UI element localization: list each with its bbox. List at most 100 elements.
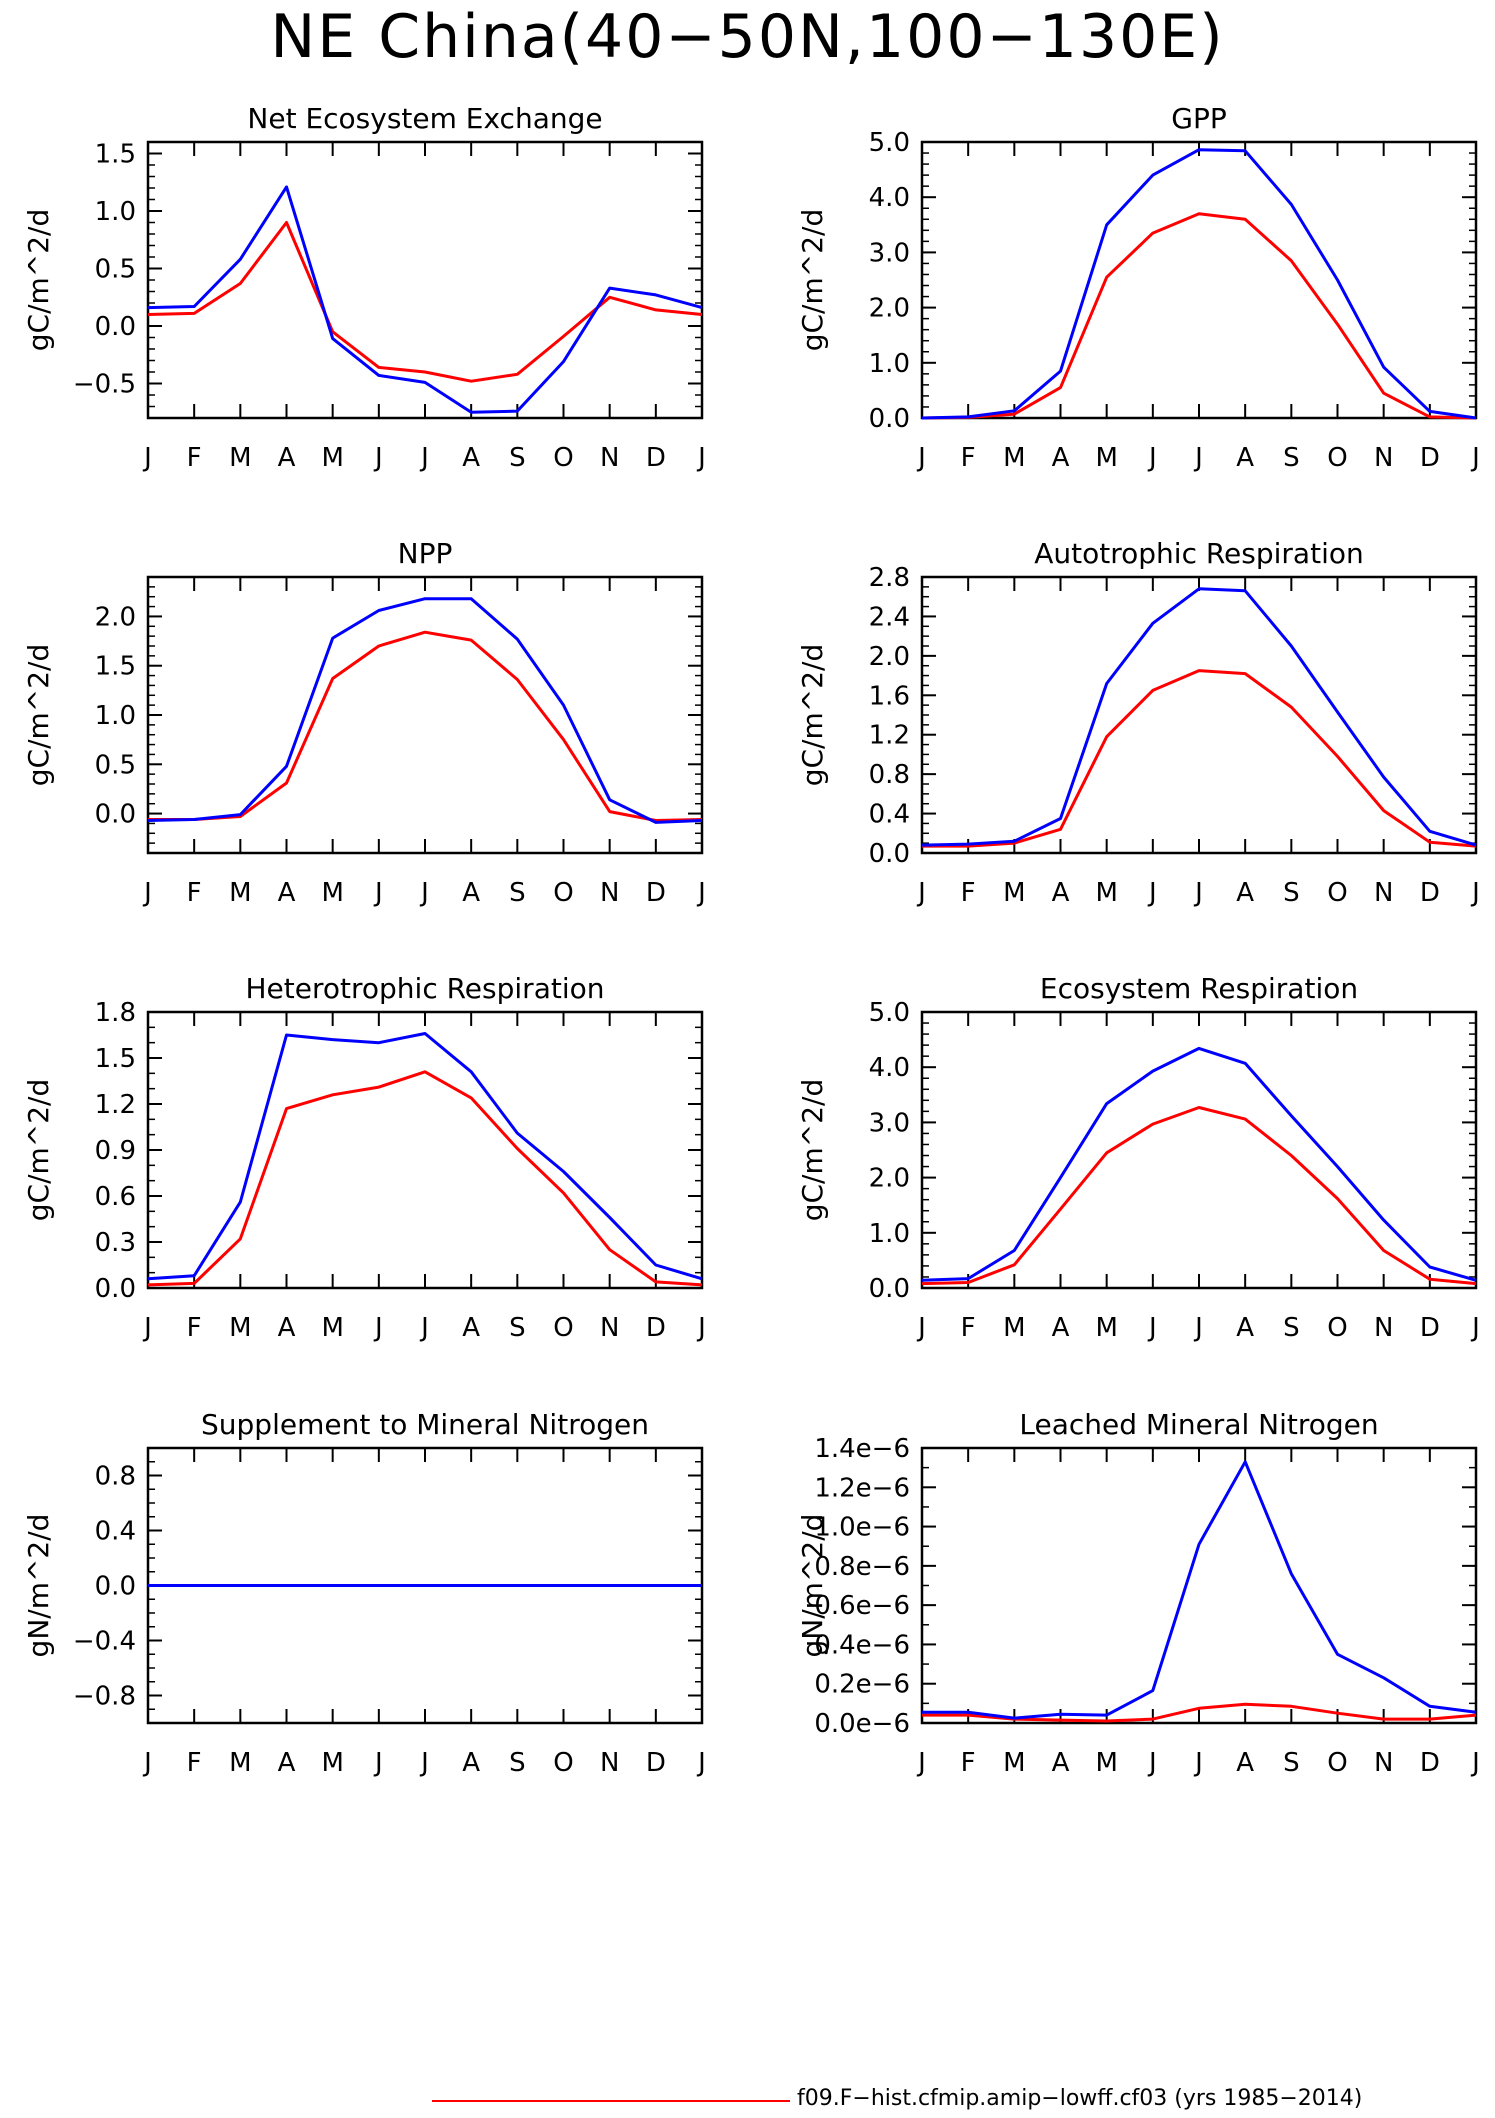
y-tick-label: 1.8 (95, 998, 136, 1028)
series-line-red (921, 1106, 1477, 1286)
x-tick-label: N (600, 443, 619, 473)
x-tick-label: J (419, 443, 429, 473)
y-tick-label: 4.0 (869, 1053, 910, 1083)
x-tick-label: N (600, 1748, 619, 1778)
x-tick-label: O (553, 878, 573, 908)
x-tick-label: S (1283, 1748, 1300, 1778)
x-tick-label: M (1095, 443, 1117, 473)
x-tick-label: J (1470, 878, 1480, 908)
x-tick-label: F (961, 1313, 976, 1343)
y-tick-label: 0.0 (869, 839, 910, 869)
y-tick-label: 1.0 (869, 1219, 910, 1249)
x-tick-label: A (1236, 1748, 1254, 1778)
x-tick-label: S (1283, 878, 1300, 908)
x-tick-label: D (646, 1313, 666, 1343)
x-tick-label: F (961, 1748, 976, 1778)
x-tick-label: M (321, 878, 343, 908)
x-tick-label: N (1374, 1748, 1393, 1778)
y-tick-label: 2.0 (95, 602, 136, 632)
y-tick-label: 0.3 (95, 1228, 136, 1258)
x-tick-label: J (1193, 443, 1203, 473)
panel-title: Net Ecosystem Exchange (247, 102, 602, 135)
x-tick-label: J (916, 878, 926, 908)
x-tick-label: J (1147, 443, 1157, 473)
x-tick-label: J (1147, 1748, 1157, 1778)
series-line-blue (147, 1032, 703, 1281)
x-tick-label: A (1052, 1748, 1070, 1778)
x-tick-label: O (1327, 1313, 1347, 1343)
series-line-blue (921, 148, 1477, 420)
y-axis-label: gN/m^2/d (796, 1514, 829, 1658)
legend-line-red (432, 2100, 790, 2102)
x-tick-label: O (553, 443, 573, 473)
x-tick-label: M (229, 1748, 251, 1778)
panel-title: Supplement to Mineral Nitrogen (201, 1408, 649, 1441)
x-tick-label: M (1003, 878, 1025, 908)
x-tick-label: D (1420, 878, 1440, 908)
x-tick-label: A (1052, 443, 1070, 473)
x-tick-label: D (646, 878, 666, 908)
x-tick-label: N (1374, 1313, 1393, 1343)
x-tick-label: J (373, 443, 383, 473)
y-tick-label: 2.8 (869, 563, 910, 593)
chart-panel-2: 0.01.02.03.04.05.0J F M A M J J A S O N D JGPPgC/m^2… (796, 102, 1480, 473)
x-tick-label: M (321, 1313, 343, 1343)
x-tick-label: A (278, 443, 296, 473)
x-tick-label: D (646, 443, 666, 473)
x-tick-label: A (1236, 443, 1254, 473)
y-tick-label: 1.2e−6 (814, 1473, 910, 1503)
x-tick-label: O (1327, 878, 1347, 908)
y-tick-label: 1.2 (869, 721, 910, 751)
plot-frame (920, 575, 1478, 855)
y-tick-label: 1.0 (95, 701, 136, 731)
x-tick-label: J (1147, 1313, 1157, 1343)
x-tick-label: J (696, 1313, 706, 1343)
y-tick-label: 3.0 (869, 238, 910, 268)
x-tick-label: J (373, 1748, 383, 1778)
x-tick-label: A (278, 878, 296, 908)
y-tick-label: 0.4 (95, 1517, 136, 1547)
y-tick-label: 1.4e−6 (814, 1434, 910, 1464)
y-tick-label: 1.2 (95, 1090, 136, 1120)
y-tick-label: 0.5 (95, 255, 136, 285)
plot-frame (920, 1010, 1478, 1290)
x-tick-label: J (916, 1313, 926, 1343)
x-tick-label: D (1420, 1313, 1440, 1343)
x-tick-label: A (1052, 878, 1070, 908)
x-tick-label: O (1327, 1748, 1347, 1778)
x-tick-label: M (1003, 443, 1025, 473)
x-tick-label: S (509, 1313, 526, 1343)
x-tick-label: A (462, 1748, 480, 1778)
y-tick-label: 0.6e−6 (814, 1591, 910, 1621)
x-tick-label: M (1003, 1748, 1025, 1778)
x-tick-label: J (1193, 1748, 1203, 1778)
x-tick-label: M (229, 1313, 251, 1343)
x-tick-label: O (1327, 443, 1347, 473)
series-line-blue (922, 1460, 1477, 1720)
chart-panel-8: 0.0e−6 0.2e−6 0.4e−6 0.6e−6 0.8e−6 1.0e−6 1.2e… (796, 1408, 1480, 1778)
series-line-blue (921, 1046, 1477, 1282)
chart-panel-4: 0.00.40.81.21.62.02.42.8J F M A M J J A S O N D JAut… (796, 537, 1480, 908)
y-axis-label: gC/m^2/d (796, 209, 829, 352)
x-tick-label: F (961, 443, 976, 473)
x-tick-label: M (229, 878, 251, 908)
y-axis-label: gC/m^2/d (22, 1079, 55, 1222)
series-line-red (921, 212, 1477, 420)
y-tick-label: 0.8e−6 (814, 1552, 910, 1582)
x-tick-label: S (1283, 1313, 1300, 1343)
x-tick-label: A (1236, 1313, 1254, 1343)
y-tick-label: 0.0 (869, 1274, 910, 1304)
x-tick-label: S (509, 1748, 526, 1778)
x-tick-label: J (142, 1748, 152, 1778)
y-tick-label: 2.4 (869, 602, 910, 632)
x-tick-label: S (509, 443, 526, 473)
y-tick-label: 0.4e−6 (814, 1630, 910, 1660)
x-tick-label: A (278, 1748, 296, 1778)
y-axis-label: gN/m^2/d (22, 1514, 55, 1658)
y-tick-label: 0.6 (95, 1182, 136, 1212)
panel-title: Leached Mineral Nitrogen (1019, 1408, 1378, 1441)
y-tick-label: 0.8 (95, 1462, 136, 1492)
series-line-blue (921, 587, 1477, 847)
plot-frame (146, 140, 704, 420)
